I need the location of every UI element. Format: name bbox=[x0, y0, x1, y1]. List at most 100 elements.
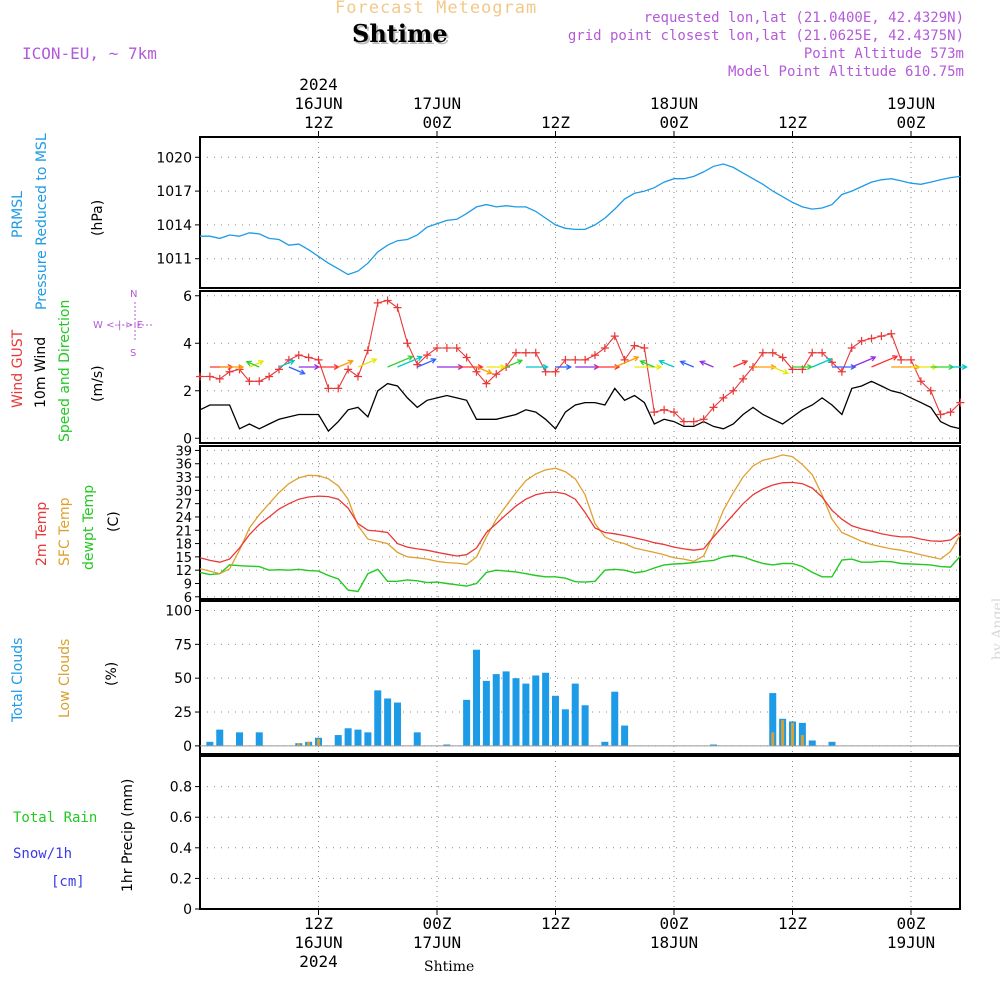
compass-n-label: N bbox=[130, 289, 138, 300]
wind-arrow-head bbox=[347, 359, 354, 366]
low-cloud-bar bbox=[781, 720, 785, 746]
gust-marker bbox=[492, 370, 501, 379]
wind-direction-arrow bbox=[851, 356, 876, 368]
gust-marker bbox=[778, 353, 787, 362]
wind-arrow-head bbox=[806, 364, 814, 370]
gust-marker bbox=[215, 374, 224, 383]
total-cloud-bar bbox=[522, 683, 530, 746]
y-tick-label: 6 bbox=[184, 591, 192, 606]
y-tick-label: 1020 bbox=[156, 150, 192, 166]
total-cloud-bar bbox=[808, 740, 816, 746]
x-tick-label-bottom: 00Z bbox=[423, 914, 452, 933]
wind-arrow-head bbox=[371, 358, 378, 364]
y-tick-label: 6 bbox=[183, 289, 192, 305]
wind-arrow-head bbox=[961, 364, 968, 370]
total-cloud-bar bbox=[512, 678, 520, 746]
x-tick-label-top: 2024 bbox=[299, 75, 338, 94]
total-cloud-bar bbox=[463, 699, 471, 746]
wind-arrow-head bbox=[516, 359, 524, 365]
gust-marker bbox=[423, 351, 432, 360]
gust-marker bbox=[255, 377, 264, 386]
grid-coords: grid point closest lon,lat (21.0625E, 42… bbox=[567, 28, 964, 44]
total-cloud-bar bbox=[798, 722, 806, 746]
gust-marker bbox=[739, 374, 748, 383]
gust-marker bbox=[363, 346, 372, 355]
low-cloud-bar bbox=[307, 741, 311, 746]
gust-marker bbox=[719, 393, 728, 402]
gust-marker bbox=[640, 344, 649, 352]
y-tick-label: 1011 bbox=[156, 252, 192, 268]
gust-marker bbox=[699, 415, 708, 424]
y-tick-label: 0 bbox=[183, 739, 192, 755]
gust-marker bbox=[709, 403, 718, 412]
wind-arrow-head bbox=[782, 368, 790, 375]
x-tick-label-top: 17JUN bbox=[413, 94, 461, 113]
wind-arrow-head bbox=[407, 355, 414, 361]
wind-direction-arrow bbox=[246, 361, 260, 368]
gust-marker bbox=[857, 336, 866, 345]
y-tick-label: 75 bbox=[174, 637, 192, 653]
total-cloud-bar bbox=[216, 729, 224, 746]
y-tick-label: 1017 bbox=[156, 184, 192, 200]
wind-direction-arrow bbox=[416, 358, 436, 368]
total-cloud-bar bbox=[611, 691, 619, 746]
wind-arrow-head bbox=[500, 364, 507, 370]
low-cloud-bar bbox=[297, 743, 301, 746]
gust-marker bbox=[383, 296, 392, 305]
x-tick-label-top: 16JUN bbox=[294, 94, 342, 113]
gust-marker bbox=[393, 303, 402, 312]
panel-frame bbox=[199, 755, 961, 910]
total-cloud-bar bbox=[482, 680, 490, 746]
x-tick-label-top: 19JUN bbox=[887, 94, 935, 113]
y-tick-label: 33 bbox=[175, 471, 192, 486]
gust-marker bbox=[452, 344, 461, 352]
gust-marker bbox=[462, 353, 471, 362]
gust-marker bbox=[245, 377, 254, 386]
gust-marker bbox=[916, 377, 925, 386]
gust-marker bbox=[344, 365, 353, 374]
total-cloud-bar bbox=[710, 744, 717, 746]
gust-marker bbox=[512, 348, 520, 357]
y-tick-label: 36 bbox=[175, 458, 192, 473]
gust-marker bbox=[936, 410, 945, 419]
gust-marker bbox=[531, 348, 540, 357]
gust-marker bbox=[541, 367, 550, 376]
x-tick-label-bottom: 17JUN bbox=[413, 933, 461, 952]
y-tick-label: 100 bbox=[165, 603, 192, 619]
gust-marker bbox=[324, 384, 333, 393]
gust-marker bbox=[354, 372, 362, 381]
gust-marker bbox=[670, 408, 678, 417]
compass-s-label: S bbox=[130, 348, 137, 359]
wind-direction-arrow bbox=[357, 358, 377, 368]
wind-arrow-head bbox=[245, 360, 252, 367]
y-tick-label: 15 bbox=[175, 551, 192, 566]
total-cloud-bar bbox=[473, 649, 480, 746]
wind-direction-arrow bbox=[505, 359, 523, 368]
y-tick-label: 27 bbox=[175, 498, 192, 513]
total-cloud-bar bbox=[413, 732, 421, 746]
total-cloud-bar bbox=[561, 709, 569, 746]
gust-marker bbox=[877, 332, 886, 341]
gust-marker bbox=[413, 360, 422, 369]
gust-marker bbox=[897, 355, 906, 364]
y-tick-label: 0.6 bbox=[170, 810, 192, 826]
wind-direction-arrow bbox=[680, 360, 695, 368]
wind-arrow-head bbox=[299, 369, 306, 375]
wind-direction-arrow bbox=[811, 358, 832, 368]
wind-direction-arrow bbox=[640, 360, 655, 368]
gust-line bbox=[200, 299, 961, 423]
total-cloud-bar bbox=[828, 741, 836, 746]
x-tick-label-top: 12Z bbox=[541, 113, 570, 132]
gust-marker bbox=[304, 353, 313, 362]
x-tick-label-bottom: 16JUN bbox=[294, 933, 342, 952]
wind-direction-arrow bbox=[288, 366, 305, 375]
gust-marker bbox=[610, 332, 619, 341]
wind-arrow-head bbox=[486, 368, 493, 375]
wind-direction-arrow bbox=[249, 360, 264, 368]
gust-marker bbox=[650, 408, 659, 417]
y-tick-label: 39 bbox=[175, 444, 192, 459]
wind-direction-arrow bbox=[772, 366, 789, 374]
total-cloud-bar bbox=[364, 732, 372, 746]
panel-frame bbox=[199, 445, 961, 600]
gust-marker bbox=[314, 355, 323, 364]
